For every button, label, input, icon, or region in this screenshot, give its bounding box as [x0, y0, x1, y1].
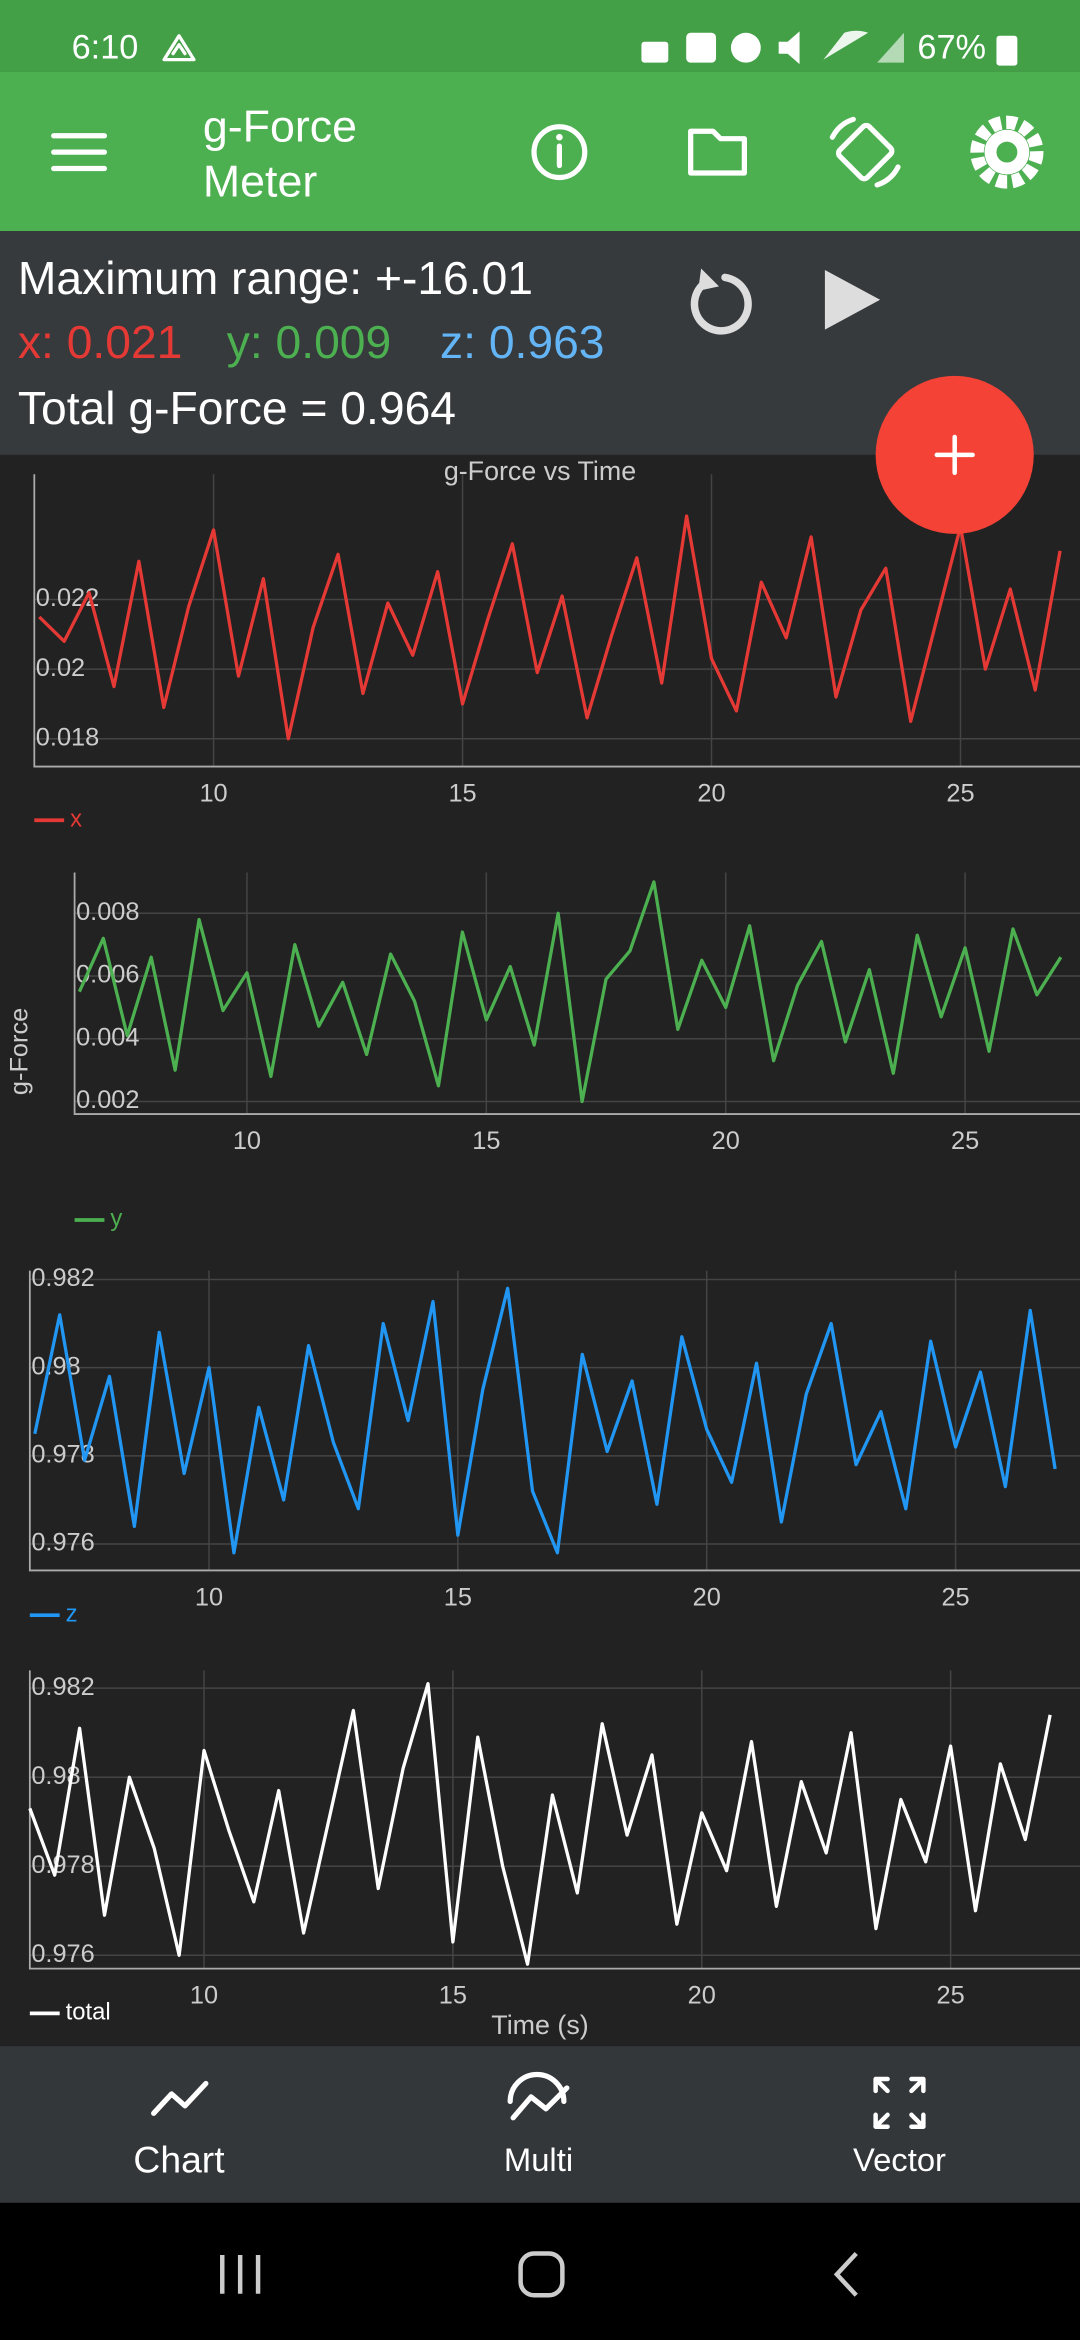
system-nav — [0, 2202, 1080, 2340]
y-tick-label: 0.008 — [76, 898, 139, 926]
info-button[interactable] — [531, 124, 588, 181]
x-tick-label: 25 — [936, 1982, 964, 2010]
x-tick-label: 15 — [448, 780, 476, 808]
z-reading: z: 0.963 — [440, 316, 604, 368]
app-bar — [0, 71, 1080, 232]
y-tick-label: 0.98 — [31, 1352, 80, 1380]
play-button[interactable] — [824, 269, 881, 330]
x-tick-label: 20 — [712, 1127, 740, 1155]
data-line — [28, 1682, 1052, 1966]
y-tick-label: 0.978 — [31, 1851, 94, 1879]
settings-button[interactable] — [970, 115, 1044, 189]
recents-button[interactable] — [220, 2254, 261, 2294]
chart-title: g-Force vs Time — [444, 456, 636, 486]
status-icon — [162, 34, 196, 62]
data-line — [77, 880, 1063, 1104]
y-tick-label: 0.976 — [31, 1940, 94, 1968]
x-tick-label: 15 — [444, 1583, 472, 1611]
y-tick-label: 0.982 — [31, 1264, 94, 1292]
y-tick-label: 0.982 — [31, 1673, 94, 1701]
legend-label: total — [66, 1999, 111, 2026]
nav-vector[interactable]: Vector — [853, 2076, 946, 2178]
status-time: 6:10 — [72, 28, 139, 66]
add-button[interactable] — [875, 375, 1034, 534]
x-reading: x: 0.021 — [18, 316, 182, 368]
legend-label: y — [110, 1205, 122, 1232]
nav-chart[interactable]: Chart — [133, 2080, 225, 2180]
reset-button[interactable] — [690, 268, 752, 335]
app-title: g-Force — [203, 102, 357, 152]
nav-label: Multi — [504, 2141, 573, 2178]
axis-line — [73, 872, 1080, 1115]
axis-line — [33, 474, 1080, 768]
y-tick-label: 0.02 — [36, 654, 85, 682]
x-tick-label: 20 — [693, 1583, 721, 1611]
axis-line — [28, 1270, 1080, 1572]
y-reading: y: 0.009 — [227, 316, 391, 368]
legend-label: x — [70, 806, 82, 833]
legend-label: z — [66, 1600, 78, 1627]
battery-level: 67% — [917, 28, 986, 66]
menu-button[interactable] — [51, 133, 108, 172]
y-tick-label: 0.018 — [36, 723, 99, 751]
total-reading: Total g-Force = 0.964 — [18, 382, 456, 434]
data-line — [33, 1286, 1057, 1555]
y-tick-label: 0.022 — [36, 584, 99, 612]
nav-label: Vector — [853, 2141, 946, 2178]
x-tick-label: 25 — [941, 1583, 969, 1611]
x-axis-label: Time (s) — [491, 2010, 588, 2040]
x-tick-label: 20 — [697, 780, 725, 808]
data-line — [38, 514, 1062, 741]
x-tick-label: 20 — [688, 1982, 716, 2010]
charts: 10 15 20 25 0.018 0.02 0.022 x g-Force vs Time 10… — [6, 456, 1080, 2040]
home-button[interactable] — [518, 2251, 565, 2298]
rotate-button[interactable] — [829, 116, 901, 188]
nav-label: Chart — [133, 2138, 225, 2180]
app-title: Meter — [203, 157, 317, 207]
chart-area — [0, 454, 1080, 2047]
x-tick-label: 15 — [439, 1982, 467, 2010]
folder-button[interactable] — [688, 128, 747, 176]
x-tick-label: 15 — [472, 1127, 500, 1155]
axis-line — [28, 1670, 1080, 1970]
x-tick-label: 25 — [946, 780, 974, 808]
y-tick-label: 0.976 — [31, 1529, 94, 1557]
max-range: Maximum range: +-16.01 — [18, 252, 533, 304]
nav-multi[interactable]: Multi — [504, 2071, 573, 2179]
y-tick-label: 0.002 — [76, 1086, 139, 1114]
x-tick-label: 10 — [195, 1583, 223, 1611]
x-tick-label: 10 — [199, 780, 227, 808]
x-tick-label: 10 — [233, 1127, 261, 1155]
x-tick-label: 10 — [190, 1982, 218, 2010]
back-button[interactable] — [833, 2251, 858, 2297]
x-tick-label: 25 — [951, 1127, 979, 1155]
y-axis-label: g-Force — [6, 1008, 34, 1095]
